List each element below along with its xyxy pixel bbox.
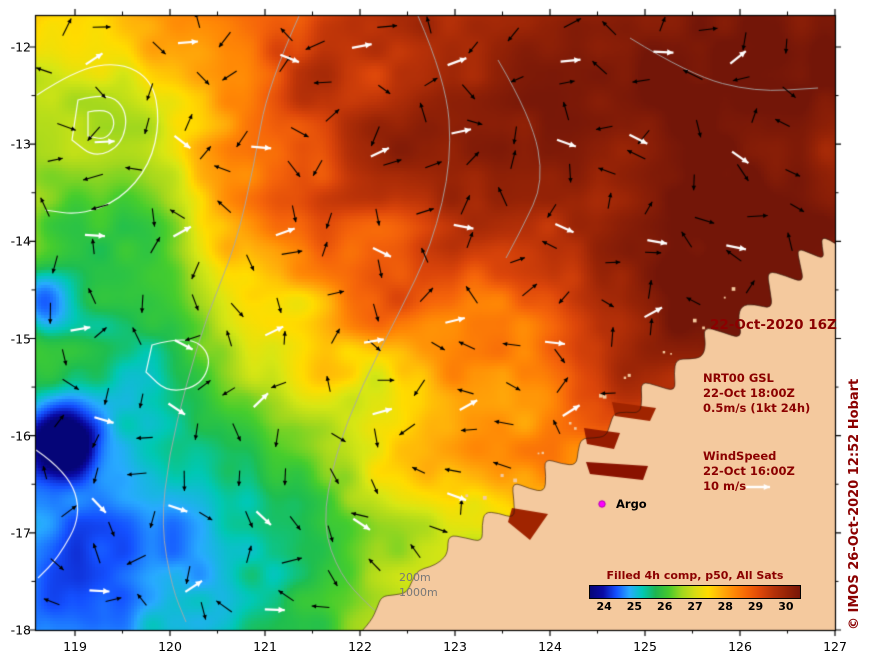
wind-scale: 10 m/s (703, 479, 747, 493)
x-tick-label: 124 (538, 639, 562, 654)
wind-time: 22-Oct 16:00Z (703, 464, 795, 478)
x-tick-label: 121 (253, 639, 277, 654)
argo-label: Argo (616, 497, 647, 511)
colorbar-tick-label: 30 (778, 600, 794, 613)
datetime-label: 22-Oct-2020 16Z (710, 317, 837, 333)
x-tick-label: 119 (63, 639, 87, 654)
credit-text: © IMOS 26-Oct-2020 12:52 Hobart (847, 378, 862, 630)
y-tick-label: -17 (10, 525, 31, 541)
y-tick-label: -15 (10, 331, 31, 346)
y-tick-label: -13 (10, 136, 31, 152)
colorbar-tick-label: 28 (717, 600, 733, 613)
colorbar: Filled 4h comp, p50, All Sats 24 25 26 27 28… (589, 569, 801, 615)
colorbar-tick-label: 26 (657, 600, 673, 613)
wind-title: WindSpeed (703, 449, 777, 463)
gsl-legend: NRT00 GSL 22-Oct 18:00Z 0.5m/s (1kt 24h) (703, 371, 810, 416)
y-tick-label: -16 (10, 428, 31, 444)
y-tick-label: -12 (10, 39, 31, 55)
wind-legend: WindSpeed 22-Oct 16:00Z 10 m/s (703, 449, 795, 494)
gsl-scale: 0.5m/s (1kt 24h) (703, 401, 811, 415)
depth-1000m-label: 1000m (399, 586, 438, 599)
x-tick-label: 122 (348, 639, 372, 654)
colorbar-tick-label: 27 (687, 600, 703, 613)
depth-contour-labels: 200m 1000m (399, 570, 438, 600)
gsl-time: 22-Oct 18:00Z (703, 386, 795, 400)
colorbar-tick-label: 25 (626, 600, 643, 613)
colorbar-title: Filled 4h comp, p50, All Sats (606, 569, 784, 582)
x-tick-label: 125 (633, 639, 657, 654)
y-tick-label: -18 (10, 622, 31, 638)
depth-200m-label: 200m (399, 571, 431, 584)
colorbar-gradient-bar (589, 585, 801, 599)
x-tick-label: 123 (443, 639, 467, 654)
colorbar-tick-labels: 24 25 26 27 28 29 30 (589, 600, 801, 615)
x-tick-label: 127 (823, 639, 847, 654)
colorbar-tick-label: 24 (596, 600, 612, 613)
colorbar-tick-label: 29 (747, 600, 764, 613)
x-tick-label: 126 (728, 639, 752, 654)
y-tick-label: -14 (10, 233, 31, 249)
gsl-title: NRT00 GSL (703, 371, 774, 385)
x-tick-label: 120 (158, 639, 182, 654)
